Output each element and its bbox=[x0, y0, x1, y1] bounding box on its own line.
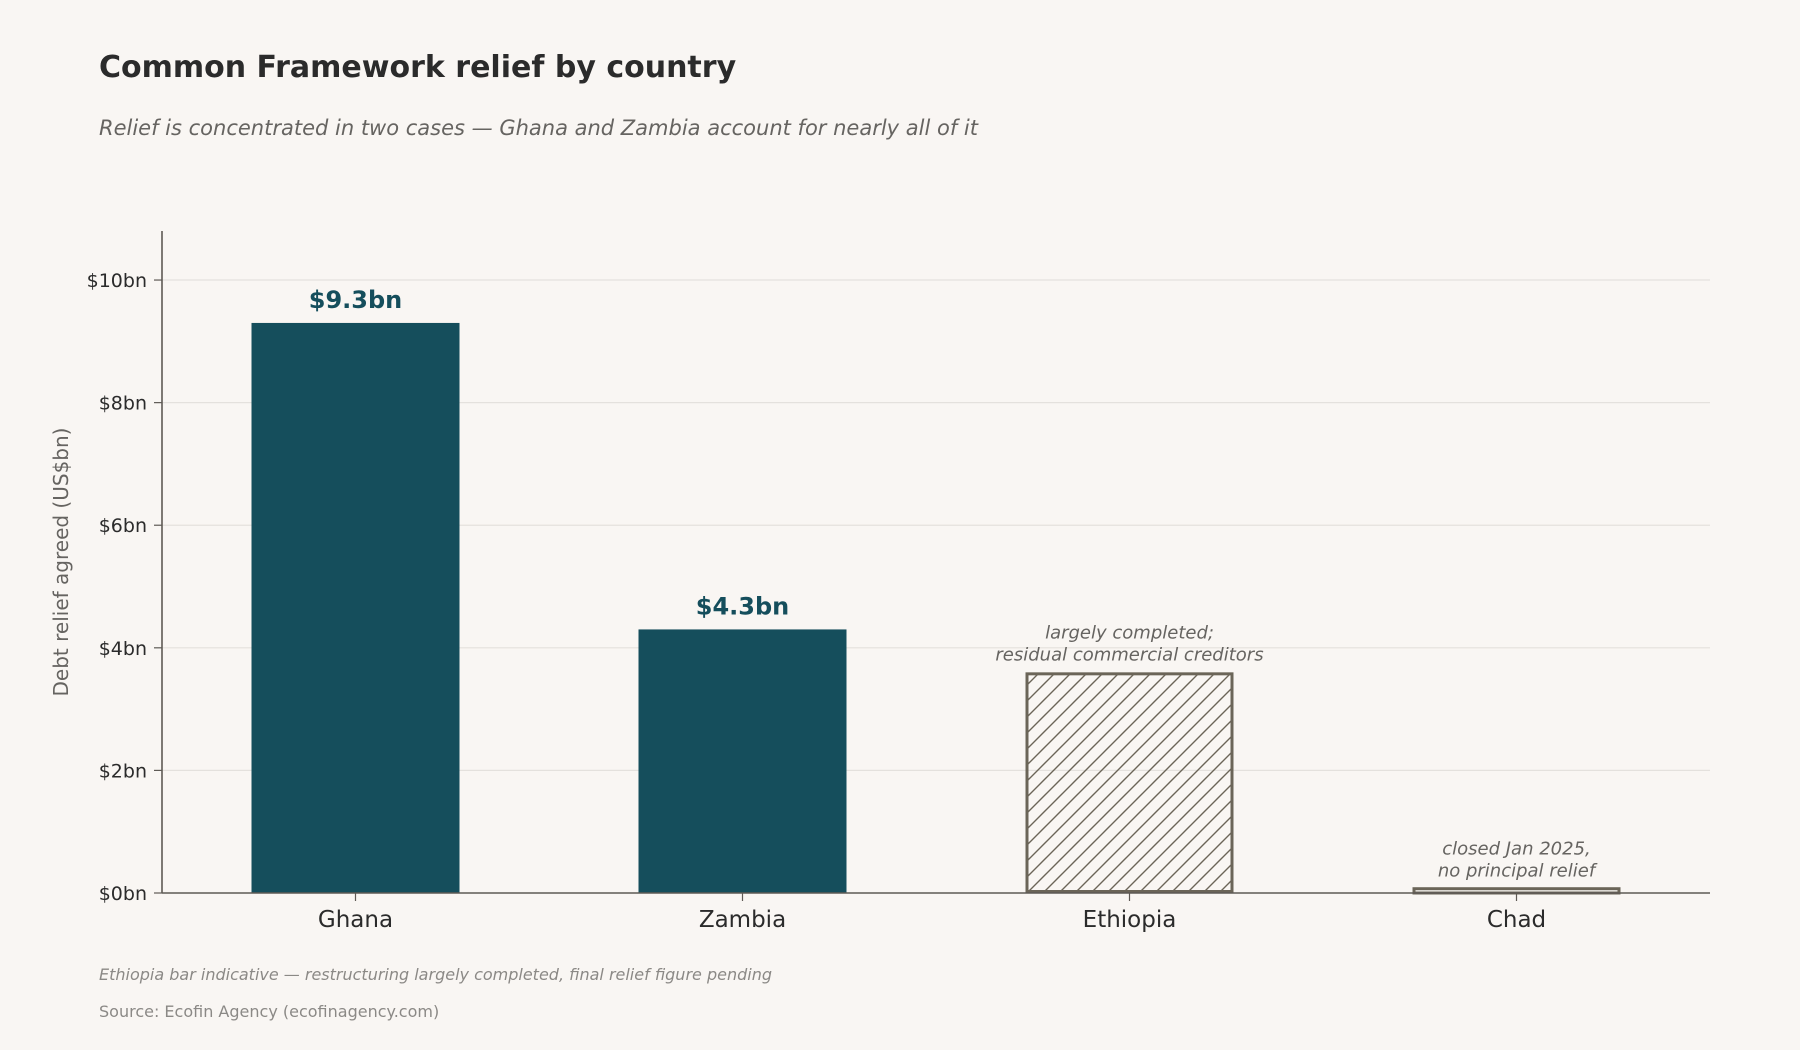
chart-footnote: Ethiopia bar indicative — restructuring … bbox=[99, 965, 772, 984]
chart-source: Source: Ecofin Agency (ecofinagency.com) bbox=[99, 1002, 440, 1021]
x-tick-label-zambia: Zambia bbox=[699, 907, 786, 933]
annotation-chad: closed Jan 2025, no principal relief bbox=[1438, 839, 1598, 882]
annotation-line: residual commercial creditors bbox=[995, 644, 1263, 665]
data-label-ghana: $9.3bn bbox=[309, 286, 402, 314]
x-tick-label-ghana: Ghana bbox=[318, 907, 393, 933]
bars bbox=[251, 322, 1621, 895]
y-tick-label: $10bn bbox=[87, 270, 147, 292]
y-tick-label: $6bn bbox=[99, 515, 147, 537]
y-tick-label: $8bn bbox=[99, 393, 147, 415]
x-tick-label-chad: Chad bbox=[1487, 907, 1546, 933]
axes bbox=[154, 231, 1710, 901]
chart-title: Common Framework relief by country bbox=[99, 50, 737, 85]
y-axis-label: Debt relief agreed (US$bn) bbox=[49, 428, 73, 697]
bar-ghana bbox=[251, 322, 460, 893]
labels: $0bn $2bn $4bn $6bn $8bn $10bn Ghana $9.3bn Zamb… bbox=[49, 270, 1598, 933]
y-tick-label: $2bn bbox=[99, 760, 147, 782]
bar-zambia bbox=[638, 629, 847, 893]
annotation-line: closed Jan 2025, bbox=[1442, 839, 1591, 860]
annotation-ethiopia: largely completed; residual commercial cr… bbox=[995, 622, 1263, 665]
data-label-zambia: $4.3bn bbox=[696, 592, 789, 620]
bar-ethiopia bbox=[1025, 672, 1234, 893]
annotation-line: no principal relief bbox=[1438, 861, 1598, 882]
y-tick-label: $4bn bbox=[99, 638, 147, 660]
chart-subtitle: Relief is concentrated in two cases — Gh… bbox=[99, 116, 978, 140]
x-tick-label-ethiopia: Ethiopia bbox=[1083, 907, 1177, 933]
annotation-line: largely completed; bbox=[1045, 622, 1214, 643]
y-tick-label: $0bn bbox=[99, 883, 147, 905]
